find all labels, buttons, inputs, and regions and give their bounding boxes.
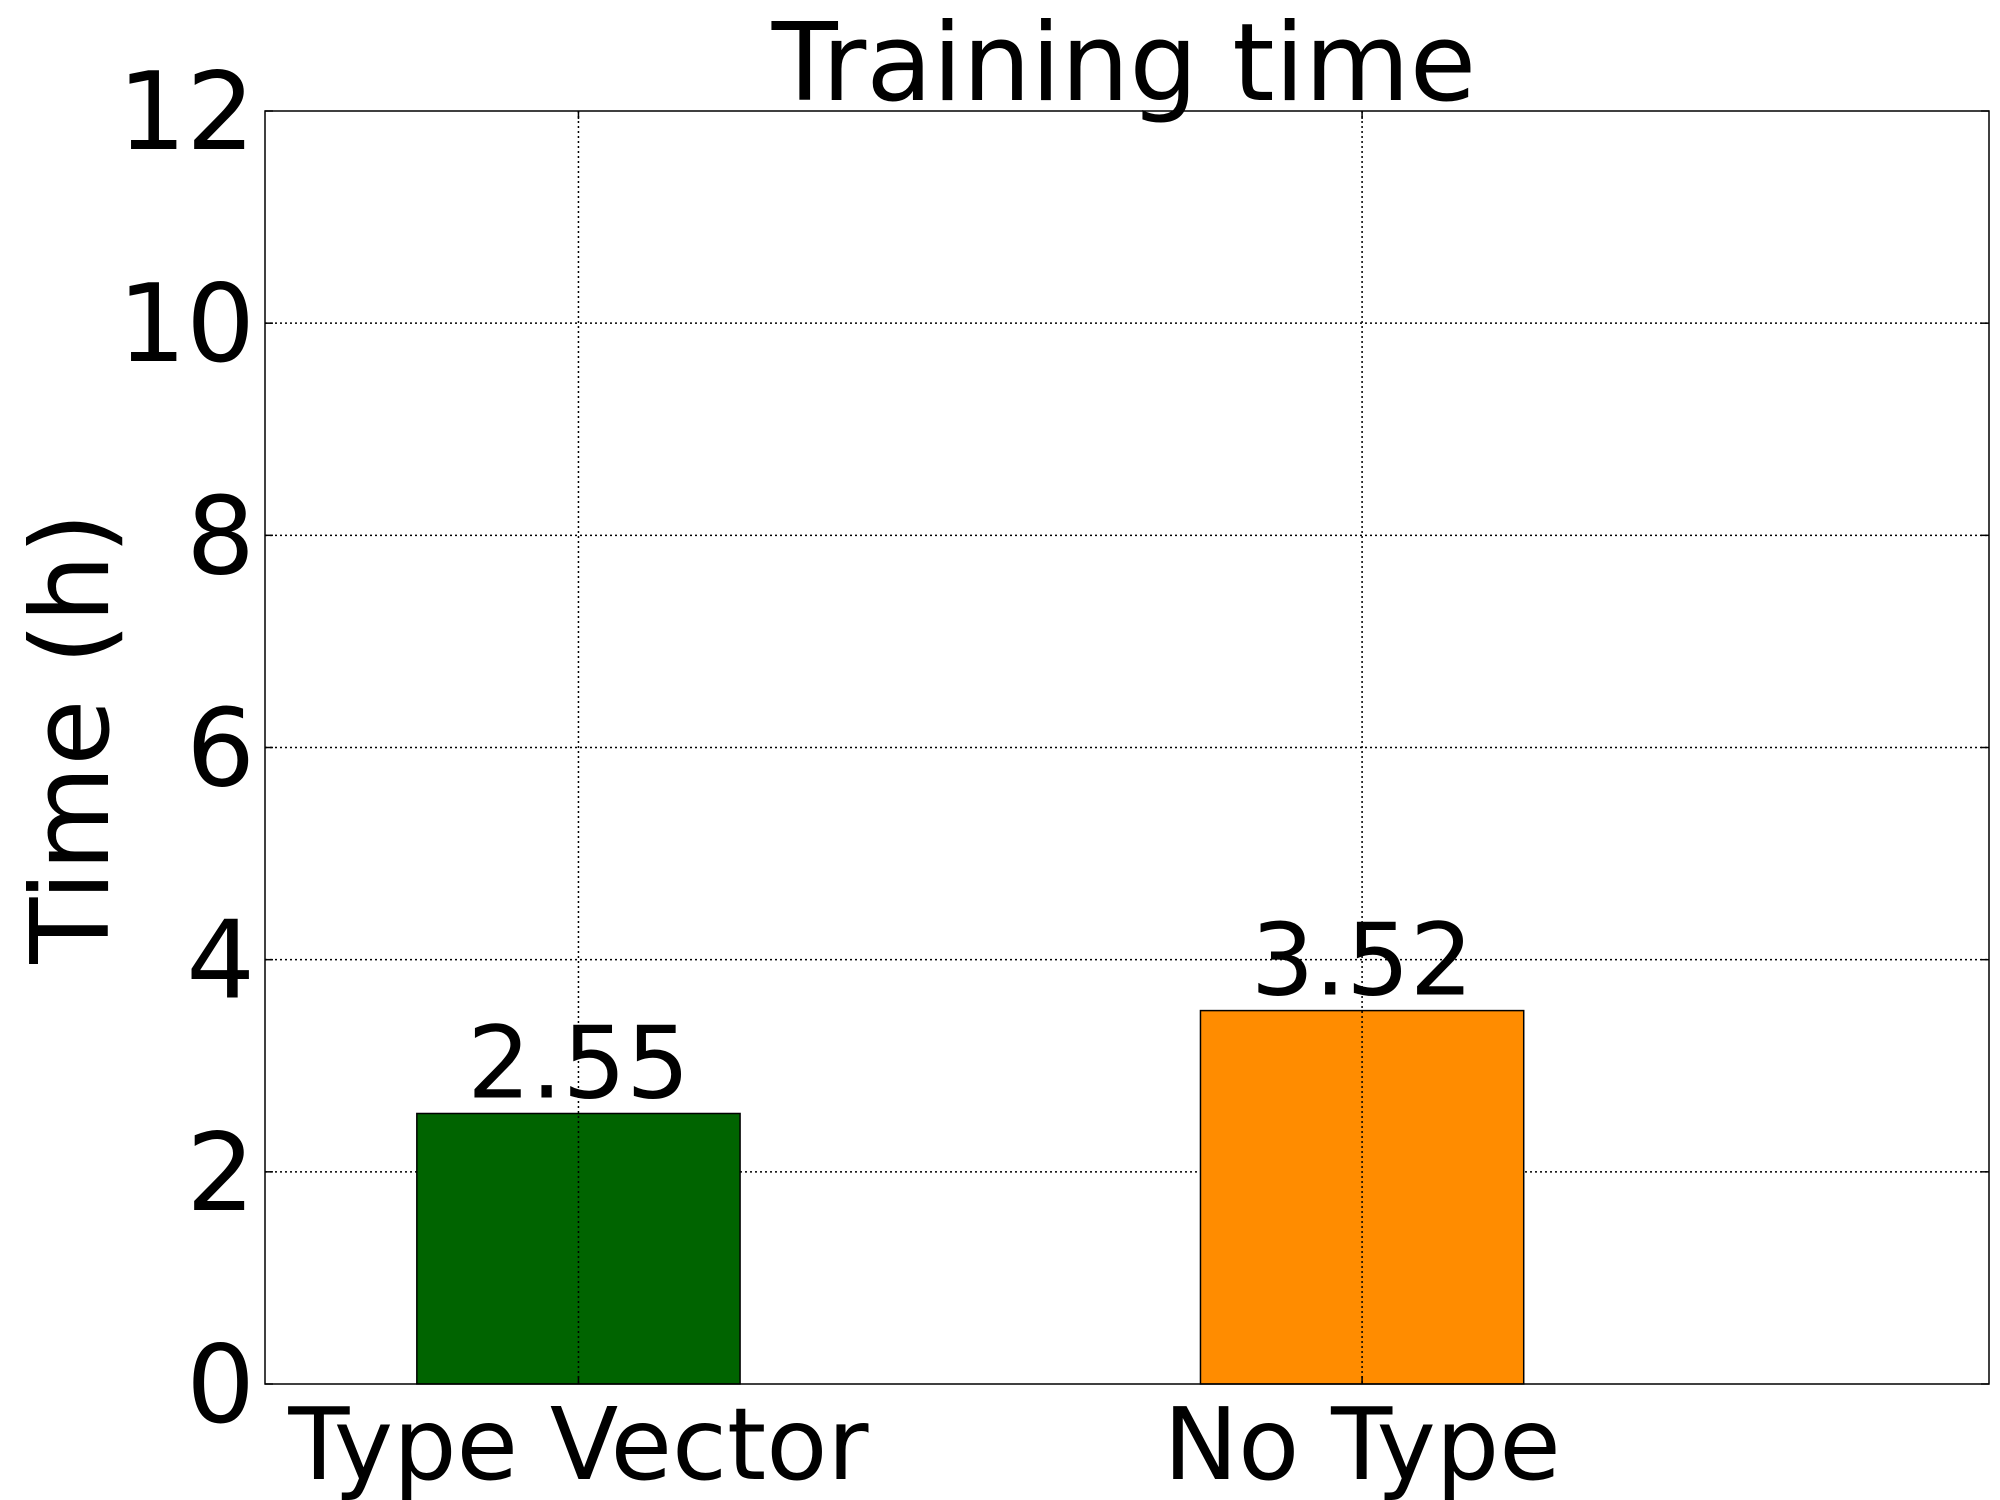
y-tick-label: 0 xyxy=(186,1323,255,1448)
chart-title: Training time xyxy=(771,1,1476,126)
y-tick-label: 10 xyxy=(118,262,255,387)
x-axis-ticks: Type Vector No Type xyxy=(287,111,1561,1500)
y-tick-label: 2 xyxy=(186,1111,255,1236)
y-tick-label: 4 xyxy=(186,899,255,1024)
data-label: 3.52 xyxy=(1251,902,1474,1019)
x-tick-label: No Type xyxy=(1163,1386,1560,1500)
grid-lines xyxy=(265,322,1989,1173)
data-label: 2.55 xyxy=(467,1004,690,1121)
bar xyxy=(416,1112,741,1385)
y-tick-label: 12 xyxy=(118,50,255,175)
data-labels: 2.55 3.52 xyxy=(467,902,1473,1122)
y-axis-label: Time (h) xyxy=(9,512,134,964)
y-axis-ticks: 0 2 4 6 8 10 12 xyxy=(118,50,1989,1448)
y-tick-label: 6 xyxy=(186,687,255,812)
x-tick-label: Type Vector xyxy=(287,1386,869,1500)
y-tick-label: 8 xyxy=(186,474,255,599)
